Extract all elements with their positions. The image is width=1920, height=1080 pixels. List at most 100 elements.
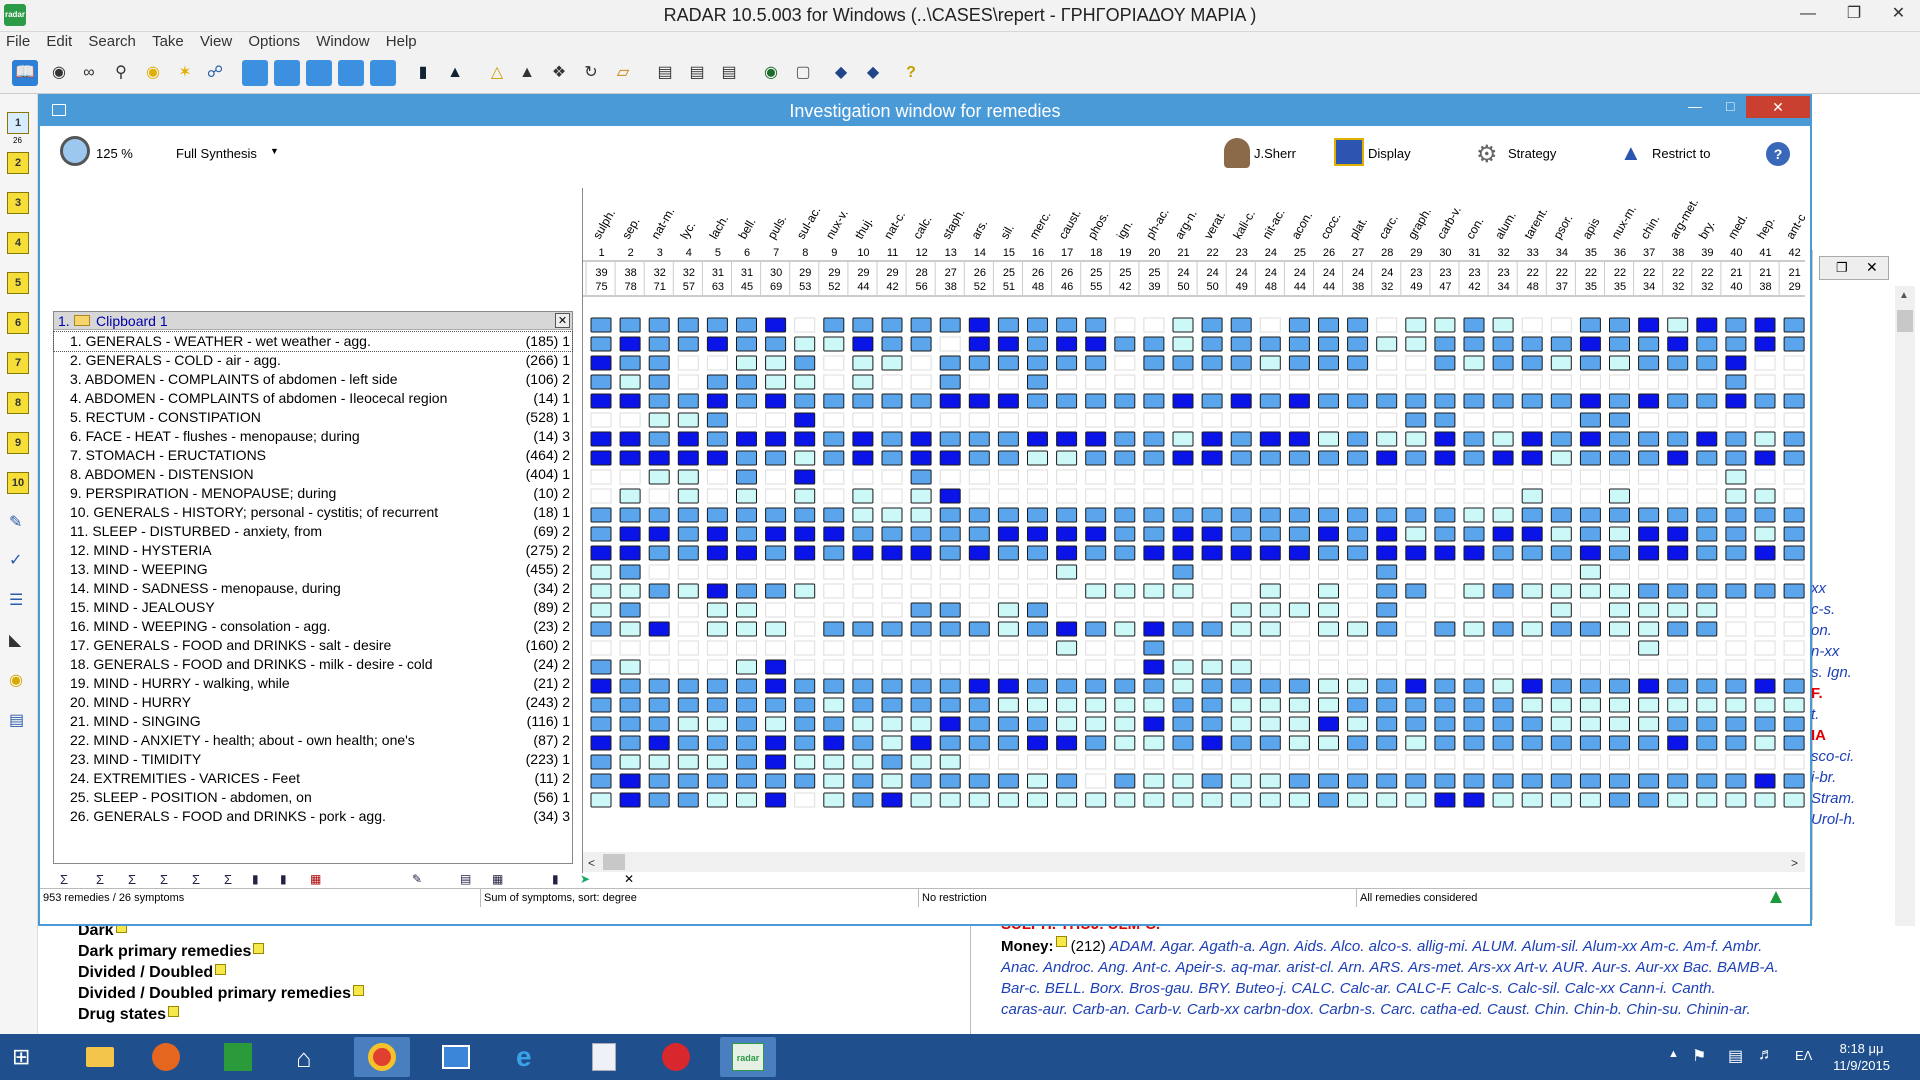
zoom-level[interactable]: 125 % [96, 146, 133, 161]
tree-icon[interactable]: ▲ [447, 64, 463, 81]
clipboard-3-icon[interactable] [306, 60, 332, 86]
binoculars-icon[interactable]: ◉ [52, 64, 66, 81]
restore-icon[interactable]: ❐ [1836, 260, 1848, 275]
chevron-down-icon[interactable]: ▼ [270, 146, 279, 156]
tool4-icon[interactable]: ▮ [552, 872, 559, 886]
chrome-icon[interactable] [354, 1037, 410, 1077]
tray-volume-icon[interactable]: ♬ [1758, 1046, 1774, 1063]
close-icon[interactable]: ✕ [1866, 259, 1878, 275]
sum5-icon[interactable]: Σ [192, 872, 201, 887]
symptom-row[interactable]: 2. GENERALS - COLD - air - agg. (266) 1 [54, 351, 572, 370]
symptom-row[interactable]: 5. RECTUM - CONSTIPATION (528) 1 [54, 408, 572, 427]
money-label[interactable]: Money: [1001, 938, 1054, 955]
menu-help[interactable]: Help [385, 33, 417, 50]
symptom-row[interactable]: 10. GENERALS - HISTORY; personal - cysti… [54, 503, 572, 522]
symptom-row[interactable]: 20. MIND - HURRY (243) 2 [54, 693, 572, 712]
menu-window[interactable]: Window [316, 33, 370, 50]
symptom-row[interactable]: 21. MIND - SINGING (116) 1 [54, 712, 572, 731]
display-icon[interactable] [1334, 138, 1364, 166]
flask-icon[interactable]: △ [490, 64, 504, 81]
clipboard-btn-6[interactable]: 6 [7, 312, 29, 334]
tray-clock[interactable]: 8:18 μμ 11/9/2015 [1833, 1040, 1890, 1074]
tray-network-icon[interactable]: ▤ [1728, 1048, 1744, 1065]
remedy-name[interactable]: sil. [997, 222, 1016, 242]
bulb-icon[interactable]: ◉ [9, 672, 23, 689]
scroll-up-icon[interactable]: ▲ [1899, 290, 1909, 301]
clipboard-btn-10[interactable]: 10 [7, 472, 29, 494]
document-icon[interactable]: ▤ [657, 64, 673, 81]
clipboard-btn-7[interactable]: 7 [7, 352, 29, 374]
bg-scrollbar[interactable]: ▲ [1895, 286, 1915, 926]
symptom-row[interactable]: 8. ABDOMEN - DISTENSION (404) 1 [54, 465, 572, 484]
glasses-icon[interactable]: ∞ [83, 64, 95, 81]
notes-icon[interactable]: ▤ [721, 64, 737, 81]
email-app-icon[interactable] [648, 1037, 704, 1077]
file-explorer-icon[interactable] [72, 1037, 128, 1077]
symptom-row[interactable]: 17. GENERALS - FOOD and DRINKS - salt - … [54, 636, 572, 655]
clipboard-btn-3[interactable]: 3 [7, 192, 29, 214]
clipboard-close-button[interactable]: ✕ [555, 313, 570, 328]
lifebuoy-icon[interactable]: ❖ [551, 64, 567, 81]
minimize-button[interactable]: — [1800, 5, 1816, 22]
menu-search[interactable]: Search [88, 33, 136, 50]
symptom-row[interactable]: 14. MIND - SADNESS - menopause, during (3… [54, 579, 572, 598]
menu-edit[interactable]: Edit [46, 33, 73, 50]
symptom-row[interactable]: 3. ABDOMEN - COMPLAINTS of abdomen - lef… [54, 370, 572, 389]
bar-chart-icon[interactable]: ▮ [418, 64, 428, 81]
bg-item-dark-primary[interactable]: Dark primary remedies [78, 943, 252, 960]
clipboard-btn-2[interactable]: 2 [7, 152, 29, 174]
sum4-icon[interactable]: Σ [160, 872, 169, 887]
home-icon[interactable]: ⌂ [296, 1043, 312, 1073]
tool5-icon[interactable]: ➤ [580, 872, 591, 886]
restrict-label[interactable]: Restrict to [1652, 146, 1711, 161]
cycle-icon[interactable]: ↻ [584, 64, 598, 81]
bg-item-divided[interactable]: Divided / Doubled [78, 964, 214, 981]
restrict-icon[interactable]: ▲ [1620, 140, 1642, 165]
magnifier-icon[interactable]: ⚲ [115, 64, 127, 81]
clipboard-btn-1[interactable]: 1 [7, 112, 29, 134]
strategy-label[interactable]: Strategy [1508, 146, 1557, 161]
globe-icon[interactable]: ◉ [764, 64, 778, 81]
clipboard-btn-4[interactable]: 4 [7, 232, 29, 254]
satellite-icon[interactable]: ◆ [834, 64, 848, 81]
gear-icon[interactable]: ⚙ [1476, 141, 1498, 168]
list-icon[interactable]: ☰ [9, 592, 24, 609]
close-button[interactable]: ✕ [1877, 0, 1920, 28]
symptom-row[interactable]: 9. PERSPIRATION - MENOPAUSE; during (10) … [54, 484, 572, 503]
jsherr-label[interactable]: J.Sherr [1254, 146, 1296, 161]
tool3-icon[interactable]: ▦ [492, 872, 504, 886]
satellite-2-icon[interactable]: ◆ [866, 64, 880, 81]
tool2-icon[interactable]: ▤ [460, 872, 472, 886]
symptom-row[interactable]: 15. MIND - JEALOUSY (89) 2 [54, 598, 572, 617]
symptom-row[interactable]: 13. MIND - WEEPING (455) 2 [54, 560, 572, 579]
document-app-icon[interactable] [576, 1037, 632, 1077]
inv-minimize-button[interactable]: — [1688, 98, 1702, 114]
open-book-icon[interactable]: 📖 [12, 60, 38, 86]
hat-icon[interactable]: ▲ [519, 64, 535, 81]
help-icon[interactable]: ? [906, 64, 916, 81]
windows-start-icon[interactable]: ⊞ [12, 1044, 31, 1069]
symptom-row[interactable]: 25. SLEEP - POSITION - abdomen, on (56) 1 [54, 788, 572, 807]
clipboard-2-icon[interactable] [274, 60, 300, 86]
firefox-icon[interactable] [138, 1037, 194, 1077]
restore-button[interactable]: ❐ [1846, 5, 1862, 22]
grid-icon[interactable]: ▦ [310, 872, 322, 886]
menu-options[interactable]: Options [248, 33, 301, 50]
analysis-method[interactable]: Full Synthesis [176, 146, 257, 161]
display-label[interactable]: Display [1368, 146, 1411, 161]
zoom-magnifier-icon[interactable] [60, 136, 90, 166]
store-icon[interactable] [210, 1037, 266, 1077]
clipboard-1-icon[interactable] [242, 60, 268, 86]
menu-take[interactable]: Take [152, 33, 184, 50]
inv-maximize-button[interactable]: □ [1726, 98, 1735, 114]
scroll-thumb[interactable] [1897, 310, 1913, 332]
symptom-row[interactable]: 4. ABDOMEN - COMPLAINTS of abdomen - Ile… [54, 389, 572, 408]
sum6-icon[interactable]: Σ [224, 872, 233, 887]
printer-icon[interactable]: ▢ [795, 64, 811, 81]
chart-icon[interactable]: ◣ [9, 632, 22, 649]
symptom-row[interactable]: 22. MIND - ANXIETY - health; about - own… [54, 731, 572, 750]
check-icon[interactable]: ✓ [9, 552, 23, 569]
symptom-row[interactable]: 24. EXTREMITIES - VARICES - Feet (11) 2 [54, 769, 572, 788]
pen-icon[interactable]: ✎ [9, 514, 23, 531]
help-icon[interactable]: ? [1766, 142, 1790, 166]
